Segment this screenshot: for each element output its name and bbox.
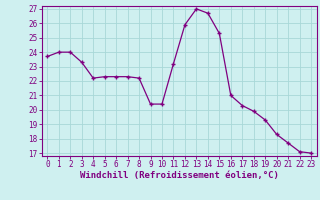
X-axis label: Windchill (Refroidissement éolien,°C): Windchill (Refroidissement éolien,°C) — [80, 171, 279, 180]
